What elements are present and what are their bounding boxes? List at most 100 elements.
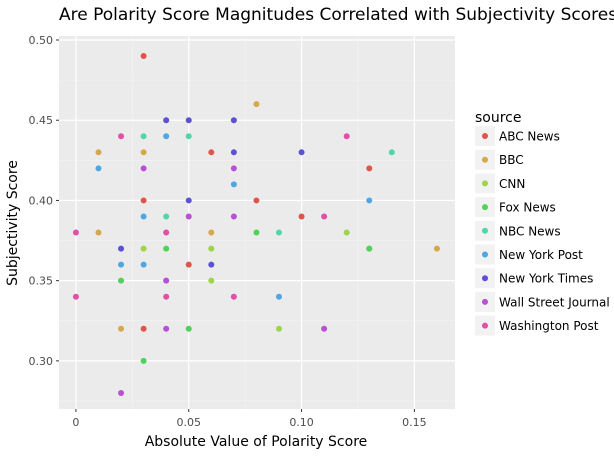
point-bbc <box>140 149 147 156</box>
point-fox-news <box>140 357 147 364</box>
x-tick-label: 0.15 <box>402 416 427 429</box>
point-wall-street-journal <box>230 213 237 220</box>
point-new-york-post <box>230 181 237 188</box>
x-axis-ticks: 0 0.05 0.10 0.15 <box>72 409 427 429</box>
point-fox-news <box>253 229 260 236</box>
point-washington-post <box>163 229 170 236</box>
point-new-york-post <box>140 213 147 220</box>
legend-marker-bbc <box>482 156 488 163</box>
point-wall-street-journal <box>163 325 170 332</box>
point-abc-news <box>140 197 147 204</box>
point-bbc <box>253 101 260 108</box>
point-new-york-times <box>185 197 192 204</box>
point-new-york-post <box>276 293 282 300</box>
y-tick-label: 0.45 <box>29 114 54 127</box>
legend-label-new-york-times: New York Times <box>499 272 593 286</box>
point-new-york-post <box>95 165 102 172</box>
y-tick-label: 0.40 <box>29 194 54 207</box>
legend-label-wall-street-journal: Wall Street Journal <box>499 295 610 309</box>
point-nbc-news <box>388 149 395 156</box>
x-tick-label: 0 <box>72 416 79 429</box>
point-washington-post <box>321 213 328 220</box>
point-washington-post <box>72 293 79 300</box>
point-bbc <box>118 325 125 332</box>
legend-label-cnn: CNN <box>499 177 525 191</box>
plot-panel <box>59 36 455 409</box>
point-new-york-post <box>140 261 147 268</box>
point-cnn <box>208 245 215 252</box>
point-bbc <box>433 245 440 252</box>
point-bbc <box>95 229 102 236</box>
point-new-york-times <box>185 117 192 124</box>
y-axis-ticks: 0.30 0.35 0.40 0.45 0.50 <box>29 34 59 368</box>
point-wall-street-journal <box>140 165 147 172</box>
legend-marker-new-york-times <box>482 275 488 282</box>
legend-label-fox-news: Fox News <box>499 201 556 215</box>
legend-label-bbc: BBC <box>499 153 524 167</box>
point-nbc-news <box>185 133 192 140</box>
point-washington-post <box>230 293 237 300</box>
point-washington-post <box>72 229 79 236</box>
point-wall-street-journal <box>185 213 192 220</box>
point-cnn <box>208 277 215 284</box>
point-wall-street-journal <box>230 165 237 172</box>
point-abc-news <box>185 261 192 268</box>
point-nbc-news <box>140 133 147 140</box>
point-fox-news <box>185 325 192 332</box>
point-wall-street-journal <box>118 389 125 396</box>
y-axis-title: Subjectivity Score <box>5 160 21 286</box>
legend-label-abc-news: ABC News <box>499 130 560 144</box>
legend-marker-new-york-post <box>482 251 488 258</box>
point-nbc-news <box>163 213 170 220</box>
legend-marker-abc-news <box>482 133 488 139</box>
point-abc-news <box>140 53 147 60</box>
x-tick-label: 0.10 <box>289 416 314 429</box>
point-new-york-times <box>230 149 237 156</box>
point-fox-news <box>163 245 170 252</box>
x-axis-title: Absolute Value of Polarity Score <box>145 434 368 450</box>
point-fox-news <box>366 245 373 252</box>
point-washington-post <box>343 133 350 140</box>
data-points <box>72 53 440 396</box>
point-washington-post <box>163 293 170 300</box>
legend-label-nbc-news: NBC News <box>499 224 561 238</box>
y-tick-label: 0.50 <box>29 34 54 47</box>
point-cnn <box>343 229 350 236</box>
point-abc-news <box>366 165 373 172</box>
point-new-york-times <box>163 117 170 124</box>
point-cnn <box>276 325 282 332</box>
point-new-york-post <box>366 197 373 204</box>
point-abc-news <box>140 325 147 332</box>
point-cnn <box>140 245 147 252</box>
point-wall-street-journal <box>321 325 328 332</box>
point-bbc <box>95 149 102 156</box>
point-new-york-times <box>230 117 237 124</box>
point-new-york-times <box>298 149 305 156</box>
y-tick-label: 0.35 <box>29 275 54 288</box>
point-abc-news <box>208 149 215 156</box>
legend-marker-cnn <box>482 180 488 187</box>
grid-lines <box>59 36 455 409</box>
point-abc-news <box>253 197 260 204</box>
legend-marker-fox-news <box>482 204 488 211</box>
y-tick-label: 0.30 <box>29 355 54 368</box>
point-new-york-times <box>118 245 125 252</box>
point-wall-street-journal <box>163 277 170 284</box>
point-new-york-post <box>163 133 170 140</box>
point-fox-news <box>118 277 125 284</box>
legend-label-washington-post: Washington Post <box>499 319 599 333</box>
legend-marker-nbc-news <box>482 227 488 234</box>
point-new-york-post <box>118 261 125 268</box>
legend: source ABC News BBC CNN Fox News NBC News New… <box>475 110 610 336</box>
legend-marker-wall-street-journal <box>482 298 488 305</box>
chart-title: Are Polarity Score Magnitudes Correlated… <box>59 5 614 25</box>
point-new-york-times <box>208 261 215 268</box>
legend-marker-washington-post <box>482 322 488 329</box>
x-tick-label: 0.05 <box>176 416 201 429</box>
point-bbc <box>208 229 215 236</box>
point-abc-news <box>298 213 305 220</box>
legend-label-new-york-post: New York Post <box>499 248 583 262</box>
legend-title: source <box>475 110 522 126</box>
point-washington-post <box>118 133 125 140</box>
